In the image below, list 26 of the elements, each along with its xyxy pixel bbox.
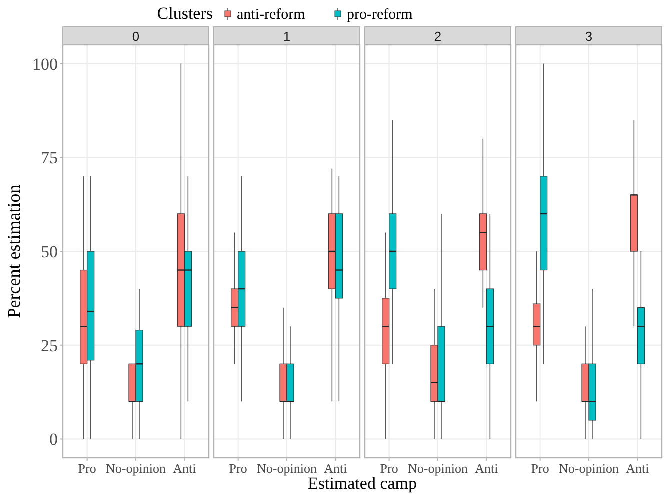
x-tick-label: Anti <box>324 461 348 476</box>
x-tick-label: No-opinion <box>559 461 620 476</box>
y-tick-label: 0 <box>50 430 58 450</box>
legend-title: Clusters <box>157 4 213 23</box>
chart-title: 0 <box>132 29 140 44</box>
x-tick-label: Anti <box>173 461 197 476</box>
x-tick-label: Pro <box>380 461 398 476</box>
x-tick-label: Anti <box>626 461 650 476</box>
y-tick-label: 100 <box>32 54 58 74</box>
chart-title: 2 <box>434 29 442 44</box>
x-tick-label: Pro <box>78 461 96 476</box>
x-tick-label: No-opinion <box>106 461 166 476</box>
x-tick-label: No-opinion <box>257 461 318 476</box>
chart-title: 3 <box>585 29 593 44</box>
chart-title: 1 <box>283 29 291 44</box>
y-tick-label: 75 <box>41 148 58 168</box>
x-axis-title: Estimated camp <box>308 474 418 493</box>
legend-label: anti-reform <box>237 7 306 23</box>
x-tick-label: Pro <box>229 461 248 476</box>
x-tick-label: Pro <box>531 461 550 476</box>
y-tick-label: 25 <box>41 336 58 356</box>
y-axis-title: Percent estimation <box>4 184 24 318</box>
x-tick-label: Anti <box>475 461 499 476</box>
y-tick-label: 50 <box>41 242 58 262</box>
x-tick-label: No-opinion <box>408 461 468 476</box>
legend-label: pro-reform <box>347 7 414 23</box>
